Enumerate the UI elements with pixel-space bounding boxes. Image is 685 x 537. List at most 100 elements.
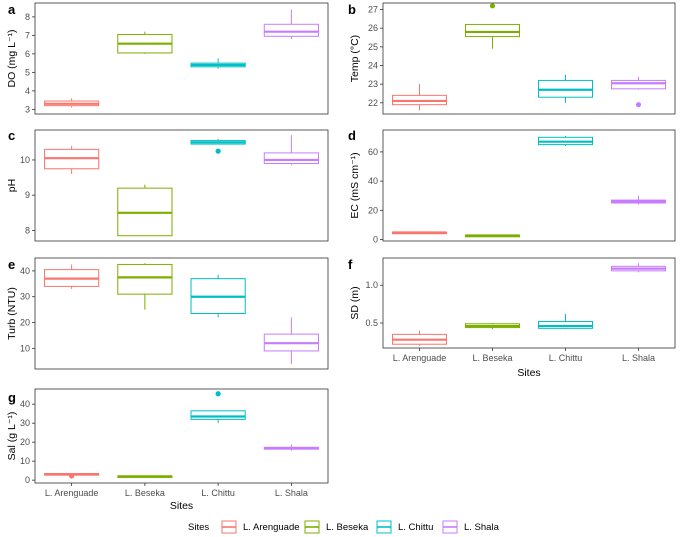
panel-e-ytick-label: 20: [20, 318, 30, 328]
panel-f-ylabel: SD (m): [349, 286, 361, 319]
legend-title: Sites: [188, 522, 209, 533]
panel-a-box-l-arenguade: [44, 98, 100, 108]
panel-c: c 8 9 10 pH: [6, 128, 329, 242]
panel-a-ytick-label: 8: [25, 12, 30, 22]
panel-g-frame: [34, 388, 329, 484]
panel-b-ylabel: Temp (°C): [349, 35, 361, 82]
panel-e-yticks: 10 20 30 40: [20, 266, 35, 353]
panel-g-box-l-arenguade-outlier: [69, 473, 75, 479]
panel-c-box-l-shala-iqr: [263, 152, 319, 164]
panel-g-ytick-label: 40: [20, 399, 30, 409]
panel-b-box-l-shala: [610, 76, 667, 108]
panel-b-box-l-beseka: [464, 3, 521, 49]
panel-a-ytick-label: 6: [25, 49, 30, 59]
panel-c-letter: c: [8, 128, 15, 143]
panel-f-boxes: [391, 263, 667, 346]
panel-c-frame: [34, 129, 329, 242]
panel-e-box-l-chittu: [190, 274, 246, 318]
panel-g-ylabel: Sal (g L⁻¹): [6, 412, 18, 461]
panel-f-box-l-beseka: [464, 323, 521, 330]
legend-item-l-beseka: L. Beseka: [304, 520, 369, 534]
panel-e-ytick-label: 40: [20, 266, 30, 276]
panel-g: g 0 10 20 30 40 L. Arenguade L. Beseka L. Chit…: [6, 388, 329, 512]
panel-g-xtick-label: L. Chittu: [201, 488, 235, 498]
panel-f-xtick-label: L. Arenguade: [393, 353, 447, 363]
panel-e-box-l-shala: [263, 317, 319, 364]
legend-item-l-shala: L. Shala: [442, 520, 500, 534]
legend-item-l-chittu-label: L. Chittu: [398, 522, 433, 533]
panel-b-ytick-label: 27: [368, 5, 378, 15]
panel-c-box-l-beseka: [117, 184, 173, 237]
panel-b-ytick-label: 25: [368, 42, 378, 52]
panel-f-xtick-label: L. Chittu: [549, 353, 583, 363]
panel-a-ytick-label: 3: [25, 104, 30, 114]
panel-c-ytick-label: 8: [25, 225, 30, 235]
panel-e-box-l-beseka: [117, 263, 173, 310]
panel-c-ylabel: pH: [6, 179, 18, 192]
panel-e-box-l-beseka-iqr: [117, 263, 173, 295]
panel-f-xlabel: Sites: [517, 367, 540, 379]
panel-f-frame: [382, 257, 676, 349]
panel-e: e 10 20 30 40 Turb (NTU): [6, 257, 329, 370]
panel-g-yticks: 0 10 20 30 40: [20, 399, 35, 485]
panel-d-box-l-beseka: [464, 234, 521, 238]
legend: Sites L. Arenguade L. Beseka L. Chittu L. S…: [188, 520, 500, 534]
panel-d-ytick-label: 20: [368, 205, 378, 215]
panel-d-boxes: [391, 135, 667, 238]
panel-f-ytick-label: 0.5: [365, 318, 378, 328]
panel-f-yticks: 0.5 1.0: [365, 280, 383, 328]
panel-a-box-l-beseka: [117, 31, 173, 54]
panel-e-letter: e: [8, 257, 15, 272]
panel-g-box-l-chittu-iqr: [190, 410, 246, 420]
panel-f-ytick-label: 1.0: [365, 280, 378, 290]
panel-g-box-l-chittu-outlier: [215, 391, 221, 397]
panel-b-boxes: [391, 3, 667, 111]
panel-b-box-l-shala-outlier: [635, 102, 642, 108]
panel-a-ytick-label: 7: [25, 30, 30, 40]
panel-e-boxes: [44, 263, 319, 364]
panel-f: f 0.51.0 L. Arenguade L. Beseka L. Chittu L…: [348, 257, 676, 379]
panel-g-ytick-label: 30: [20, 418, 30, 428]
panel-a-ytick-label: 4: [25, 86, 30, 96]
panel-f-xticks: L. Arenguade L. Beseka L. Chittu L. Shala: [393, 348, 655, 363]
panel-d-frame: [382, 129, 676, 242]
panel-d: d 0 20 40 60 EC (mS cm⁻¹): [348, 128, 676, 245]
panel-e-ylabel: Turb (NTU): [6, 287, 18, 340]
panel-d-yticks: 0 20 40 60: [368, 147, 383, 245]
panel-d-ylabel: EC (mS cm⁻¹): [349, 152, 361, 218]
panel-g-xtick-label: L. Shala: [275, 488, 308, 498]
panel-a-box-l-chittu: [190, 58, 246, 69]
panel-f-letter: f: [348, 257, 353, 272]
panel-b-box-l-beseka-outlier: [489, 3, 496, 9]
panel-b-frame: [382, 2, 676, 115]
panel-c-yticks: 8 9 10: [20, 155, 35, 235]
panel-c-box-l-chittu-outlier: [215, 148, 221, 154]
panel-f-xtick-label: L. Shala: [622, 353, 655, 363]
panel-g-ytick-label: 10: [20, 456, 30, 466]
panel-b-ytick-label: 23: [368, 79, 378, 89]
panel-b-box-l-chittu: [537, 74, 594, 103]
panel-a-box-l-shala-iqr: [263, 23, 319, 37]
panel-b: b 22 23 24 25 26 27 Temp (°C): [348, 2, 676, 115]
panel-a-yticks: 3 4 5 6 7 8: [25, 12, 35, 114]
panel-d-ytick-label: 60: [368, 147, 378, 157]
panel-a-letter: a: [8, 2, 16, 17]
panel-g-box-l-shala: [263, 444, 319, 451]
panel-d-ytick-label: 0: [373, 235, 378, 245]
panel-g-xticks: L. Arenguade L. Beseka L. Chittu L. Shala: [45, 483, 308, 498]
panel-c-box-l-chittu: [190, 138, 246, 154]
panel-g-xtick-label: L. Arenguade: [45, 488, 99, 498]
panel-b-letter: b: [348, 2, 356, 17]
panel-a-boxes: [44, 9, 319, 108]
panel-c-ytick-label: 9: [25, 190, 30, 200]
panel-f-xtick-label: L. Beseka: [472, 353, 512, 363]
panel-e-frame: [34, 257, 329, 370]
panel-g-boxes: [44, 391, 319, 479]
legend-item-l-arenguade: L. Arenguade: [221, 520, 300, 534]
panel-b-box-l-shala-iqr: [610, 79, 667, 90]
panel-a-box-l-shala: [263, 9, 319, 40]
panel-f-box-l-arenguade: [391, 330, 448, 346]
panel-d-box-l-shala: [610, 195, 667, 205]
panel-f-box-l-chittu-iqr: [537, 321, 594, 329]
